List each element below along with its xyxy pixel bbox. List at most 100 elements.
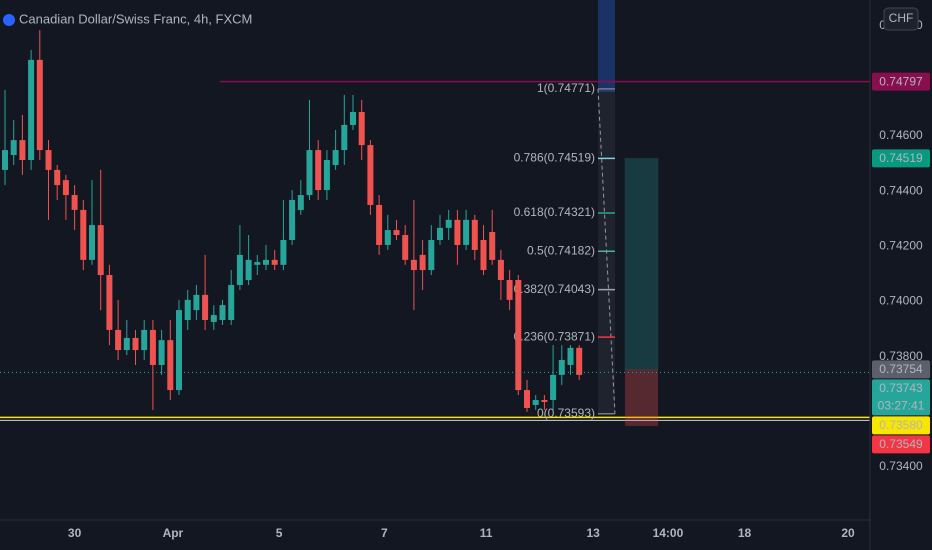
candle-body	[158, 340, 165, 365]
candle-body	[358, 112, 365, 146]
candle-body	[149, 329, 156, 365]
fib-label: 0.382(0.74043)	[514, 282, 595, 296]
y-tick-label: 0.74200	[879, 239, 923, 253]
candle-body	[2, 150, 9, 170]
price-tag	[872, 149, 930, 168]
candle-body	[332, 150, 339, 165]
candle-body	[210, 315, 217, 322]
price-tag	[872, 416, 930, 435]
candle-body	[245, 259, 252, 280]
candle-body	[454, 219, 461, 245]
candle-body	[524, 390, 531, 408]
price-tag-label: 0.73580	[879, 418, 923, 432]
candle-body	[167, 340, 174, 391]
candle-body	[19, 140, 26, 160]
position-loss-zone	[625, 369, 658, 426]
candle-body	[297, 195, 304, 210]
x-tick-label: 30	[68, 526, 82, 540]
candle-body	[506, 280, 513, 300]
candle-body	[384, 230, 391, 245]
candle-body	[567, 347, 574, 365]
price-tag	[872, 379, 930, 416]
price-tag	[872, 435, 930, 454]
x-tick-label: 13	[586, 526, 600, 540]
candle-body	[219, 305, 226, 320]
date-range-highlight	[598, 0, 615, 92]
fib-label: 1(0.74771)	[537, 81, 595, 95]
candle-body	[350, 112, 357, 125]
candle-body	[97, 225, 104, 276]
candle-body	[445, 219, 452, 228]
candle-body	[341, 124, 348, 151]
candle-body	[280, 240, 287, 265]
candle-body	[236, 254, 243, 285]
candle-body	[550, 374, 557, 400]
currency-button[interactable]	[883, 7, 919, 31]
candle-body	[541, 400, 548, 402]
plot: 1(0.74771) 0.786(0.74519) 0.618(0.74321) 0.…	[0, 30, 870, 426]
candle-body	[437, 227, 444, 240]
candle-body	[410, 259, 417, 271]
candle-body	[393, 230, 400, 236]
candle-body	[254, 262, 261, 265]
candle-body	[54, 169, 61, 186]
candle-body	[45, 150, 52, 170]
y-tick-label: 0.74600	[879, 128, 923, 142]
candle-body	[28, 59, 35, 160]
candle-body	[106, 275, 113, 330]
price-tag-label: 0.73754	[879, 362, 923, 376]
y-tick-label: 0.73800	[879, 349, 923, 363]
candle-body	[480, 240, 487, 271]
candle-body	[36, 59, 43, 151]
candle-body	[176, 310, 183, 391]
price-tag-label: 0.73549	[879, 437, 923, 451]
fib-label: 0.618(0.74321)	[514, 205, 595, 219]
symbol-icon	[3, 14, 15, 26]
candle-body	[141, 329, 148, 351]
candle-body	[306, 150, 313, 196]
fib-label: 0.5(0.74182)	[527, 243, 595, 257]
fib-label: 0.236(0.73871)	[514, 329, 595, 343]
currency-label[interactable]: CHF	[889, 11, 914, 25]
candle-body	[576, 347, 583, 375]
candle-body	[289, 200, 296, 240]
candle-body	[202, 294, 209, 320]
candle-body	[315, 150, 322, 191]
countdown-label: 03:27:41	[878, 399, 925, 413]
x-tick-label: Apr	[163, 526, 184, 540]
candle-body	[489, 232, 496, 260]
x-tick-label: 14:00	[653, 526, 684, 540]
candle-body	[10, 140, 17, 156]
y-tick-label: 0.73400	[879, 459, 923, 473]
candle-body	[558, 360, 565, 375]
candle-body	[532, 400, 539, 405]
price-tag-label: 0.73743	[879, 381, 923, 395]
axes: 0.734000.736000.738000.740000.742000.744…	[68, 18, 930, 540]
x-tick-label: 7	[381, 526, 388, 540]
candle-body	[428, 240, 435, 271]
price-tag	[872, 72, 930, 91]
x-tick-label: 18	[738, 526, 752, 540]
candle-body	[471, 219, 478, 250]
x-tick-label: 20	[841, 526, 855, 540]
candle-body	[184, 299, 191, 320]
fib-label: 0.786(0.74519)	[514, 151, 595, 165]
position-profit-zone	[624, 157, 659, 370]
x-tick-label: 11	[480, 526, 493, 540]
price-tag-label: 0.74519	[879, 151, 923, 165]
chart-title: Canadian Dollar/Swiss Franc, 4h, FXCM	[19, 11, 252, 26]
candle-body	[132, 337, 139, 351]
fib-label: 0(0.73593)	[537, 406, 595, 420]
price-tag	[872, 360, 930, 379]
candle-body	[193, 294, 200, 311]
candle-body	[323, 160, 330, 191]
candle-body	[89, 225, 96, 260]
y-tick-label: 0.74000	[879, 294, 923, 308]
candle-body	[515, 280, 522, 391]
candle-body	[497, 259, 504, 280]
x-tick-label: 5	[276, 526, 283, 540]
candle-body	[376, 204, 383, 245]
candle-body	[115, 329, 122, 351]
